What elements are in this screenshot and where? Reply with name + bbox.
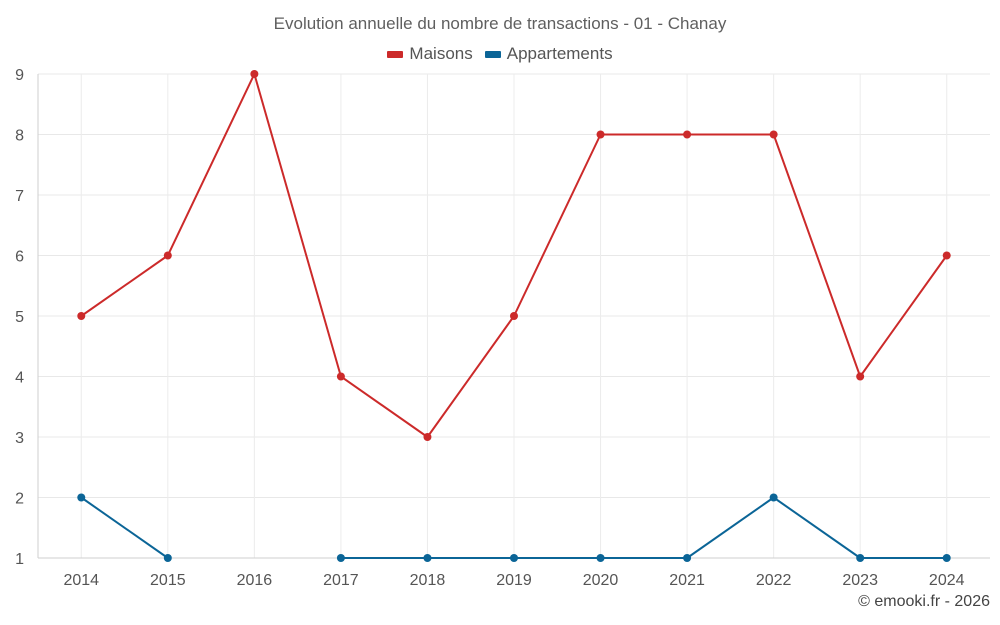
- data-point-appartements[interactable]: [683, 554, 692, 562]
- data-point-maisons[interactable]: [163, 251, 172, 260]
- x-tick-label: 2016: [237, 572, 273, 589]
- data-point-appartements[interactable]: [77, 493, 86, 502]
- series: [77, 70, 951, 562]
- data-point-appartements[interactable]: [163, 554, 172, 562]
- data-point-maisons[interactable]: [336, 372, 345, 381]
- data-point-appartements[interactable]: [336, 554, 345, 562]
- data-point-appartements[interactable]: [769, 493, 778, 502]
- x-tick-label: 2024: [929, 572, 965, 589]
- y-tick-label: 7: [15, 188, 24, 205]
- data-point-maisons[interactable]: [942, 251, 951, 260]
- x-tick-label: 2023: [842, 572, 878, 589]
- axes: 1 2 3 4 5 6 7 8 9 2014 2015 2016 2017 2018 2019 2020 202…: [15, 67, 990, 589]
- legend-label-appartements: Appartements: [506, 44, 613, 63]
- data-point-appartements[interactable]: [942, 554, 951, 562]
- x-tick-label: 2022: [756, 572, 792, 589]
- chart-title: Evolution annuelle du nombre de transact…: [273, 14, 727, 33]
- y-tick-label: 3: [15, 430, 24, 447]
- x-tick-label: 2019: [496, 572, 532, 589]
- data-point-maisons[interactable]: [423, 433, 432, 441]
- y-tick-label: 9: [15, 67, 24, 84]
- data-point-appartements[interactable]: [856, 554, 865, 562]
- data-point-appartements[interactable]: [510, 554, 518, 562]
- x-tick-label: 2021: [669, 572, 705, 589]
- x-tick-label: 2018: [410, 572, 446, 589]
- data-point-maisons[interactable]: [77, 312, 86, 320]
- data-point-appartements[interactable]: [596, 554, 605, 562]
- series-line-appartements: [80, 496, 169, 559]
- y-tick-label: 8: [15, 128, 24, 145]
- x-tick-label: 2017: [323, 572, 359, 589]
- series-line-appartements: [340, 496, 947, 559]
- data-point-maisons[interactable]: [683, 130, 692, 139]
- y-tick-label: 5: [15, 309, 24, 326]
- legend: Maisons Appartements: [0, 44, 1000, 64]
- y-tick-label: 4: [15, 370, 24, 387]
- data-point-appartements[interactable]: [423, 554, 432, 562]
- x-tick-label: 2020: [583, 572, 619, 589]
- y-tick-label: 1: [15, 551, 24, 568]
- x-tick-label: 2015: [150, 572, 186, 589]
- data-point-maisons[interactable]: [856, 372, 865, 381]
- legend-swatch-maisons: [387, 50, 404, 58]
- legend-item-appartements[interactable]: Appartements: [484, 44, 613, 64]
- legend-swatch-appartements: [484, 50, 501, 58]
- data-point-maisons[interactable]: [250, 70, 259, 78]
- x-tick-label: 2014: [63, 572, 99, 589]
- data-point-maisons[interactable]: [769, 130, 778, 139]
- data-point-maisons[interactable]: [510, 312, 518, 320]
- data-point-maisons[interactable]: [596, 130, 605, 139]
- y-tick-label: 2: [15, 491, 24, 508]
- legend-item-maisons[interactable]: Maisons: [387, 44, 473, 64]
- credit-text: © emooki.fr - 2026: [858, 593, 990, 610]
- legend-label-maisons: Maisons: [409, 44, 473, 63]
- y-tick-label: 6: [15, 249, 24, 266]
